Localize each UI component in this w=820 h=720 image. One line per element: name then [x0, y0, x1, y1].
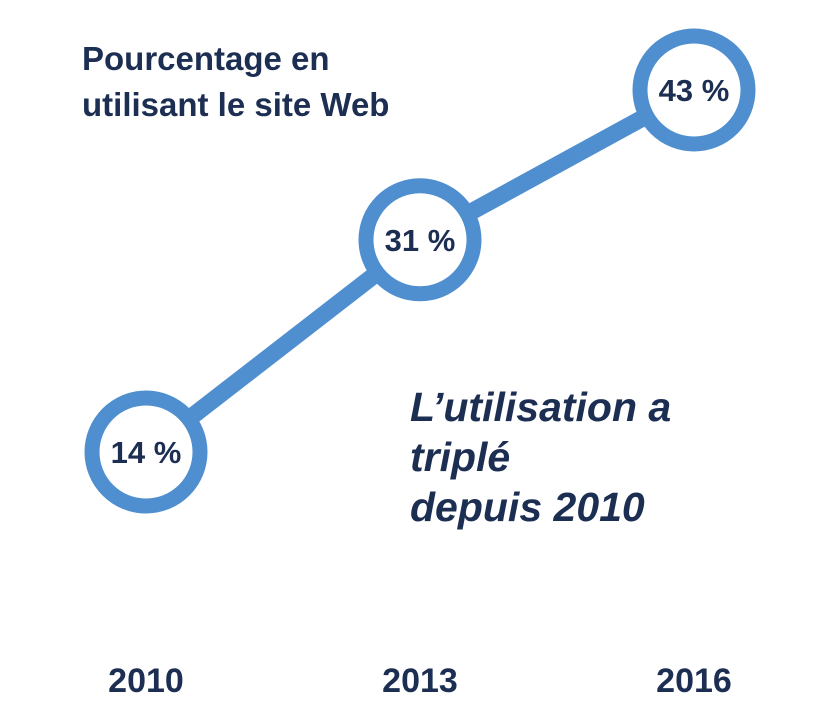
- annotation-line-2: triplé: [410, 434, 511, 480]
- annotation-line-1: L’utilisation a: [410, 384, 672, 430]
- chart-title: Pourcentage en utilisant le site Web: [82, 36, 389, 128]
- data-label-2010: 14 %: [111, 435, 182, 470]
- annotation-line-3: depuis 2010: [410, 484, 645, 530]
- x-tick-label-2013: 2013: [382, 662, 458, 700]
- data-label-2013: 31 %: [385, 223, 456, 258]
- data-point-marker-2016: [632, 28, 756, 152]
- data-point-marker-2010: [84, 390, 208, 514]
- chart-annotation: L’utilisation a triplé depuis 2010: [410, 382, 671, 532]
- chart-title-line-2: utilisant le site Web: [82, 86, 390, 123]
- chart-title-line-1: Pourcentage en: [82, 40, 330, 77]
- data-label-2016: 43 %: [659, 73, 730, 108]
- x-tick-label-2010: 2010: [108, 662, 184, 700]
- x-tick-label-2016: 2016: [656, 662, 732, 700]
- data-point-marker-2013: [358, 178, 482, 302]
